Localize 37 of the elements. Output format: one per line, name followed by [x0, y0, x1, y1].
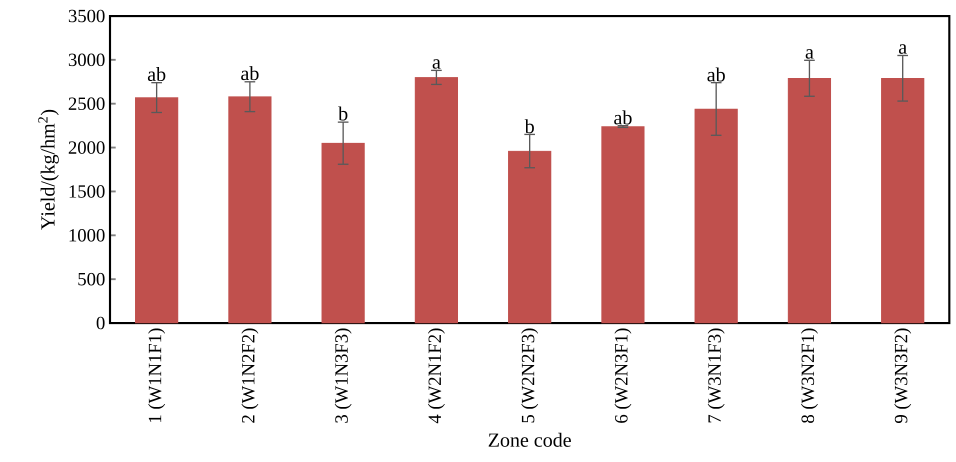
annotation: ab	[614, 110, 632, 124]
annotation: a	[432, 59, 441, 69]
bar	[881, 78, 924, 324]
x-axis-title: Zone code	[488, 432, 571, 447]
x-tick-label: 2 (W1N2F2)	[241, 328, 258, 423]
bar	[135, 97, 178, 324]
x-tick-label: 9 (W3N3F2)	[894, 328, 912, 424]
bar	[601, 126, 645, 324]
annotation: a	[806, 49, 814, 59]
bar	[788, 78, 832, 324]
annotation: ab	[707, 67, 725, 82]
y-tick-label: 3500	[68, 10, 105, 22]
annotation: b	[524, 119, 534, 134]
y-axis-title: Yield/(kg/hm$^{2}$)	[38, 110, 59, 230]
y-tick-label: 3000	[68, 54, 105, 66]
bar	[322, 142, 365, 324]
x-tick-label: 4 (W2N1F2)	[428, 328, 445, 424]
y-tick-label: 2000	[68, 141, 105, 154]
bar	[414, 77, 458, 324]
x-tick-label: 3 (W1N3F3)	[334, 328, 352, 423]
annotation: a	[898, 44, 907, 54]
x-tick-label: 7 (W3N1F3)	[708, 328, 725, 422]
y-tick-label: 0	[96, 316, 105, 330]
x-tick-label: 8 (W3N2F1)	[800, 328, 818, 423]
bar	[228, 96, 272, 324]
bar	[694, 108, 738, 324]
annotation: ab	[148, 67, 166, 82]
x-tick-label: 5 (W2N2F3)	[521, 328, 538, 423]
y-tick-label: 2500	[68, 97, 105, 110]
annotation: ab	[241, 66, 259, 80]
x-tick-label: 6 (W2N3F1)	[614, 328, 632, 423]
y-tick-label: 1000	[70, 228, 105, 242]
y-tick-label: 1500	[70, 185, 105, 198]
y-tick-label: 500	[78, 272, 105, 286]
x-tick-label: 1 (W1N1F1)	[148, 328, 166, 422]
annotation: b	[338, 106, 348, 121]
bar	[508, 150, 552, 324]
